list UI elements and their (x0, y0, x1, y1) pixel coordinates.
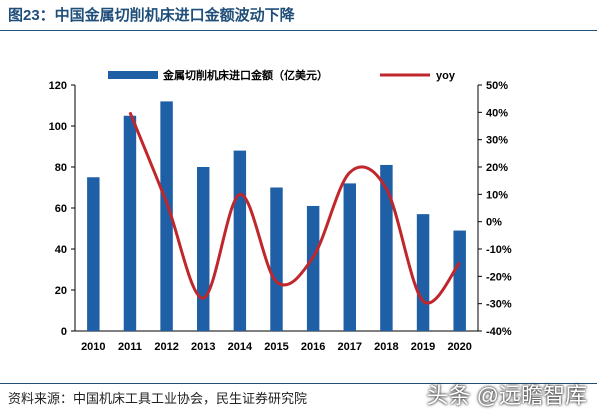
bar (160, 101, 173, 332)
x-tick-label: 2010 (81, 341, 105, 353)
left-tick-label: 80 (55, 162, 67, 174)
bar (233, 150, 247, 331)
x-tick-label: 2017 (338, 341, 362, 353)
bar (87, 177, 100, 331)
x-tick-label: 2014 (228, 341, 253, 353)
bar (453, 230, 466, 331)
right-tick-label: 0% (486, 217, 502, 229)
x-tick-label: 2019 (411, 341, 435, 353)
left-tick-label: 60 (55, 203, 67, 215)
right-tick-label: 40% (486, 107, 508, 119)
source-note: 资料来源：中国机床工具工业协会，民生证券研究院 (8, 391, 308, 406)
figure-title: 图23：中国金属切削机床进口金额波动下降 (8, 7, 295, 24)
right-tick-label: -20% (486, 271, 512, 283)
right-tick-label: -30% (486, 299, 512, 311)
x-tick-label: 2016 (301, 341, 325, 353)
watermark: 头条 @远瞻智库 (426, 383, 587, 408)
x-tick-label: 2013 (191, 341, 215, 353)
legend-bar-swatch (108, 71, 158, 79)
legend-bar-label: 金属切削机床进口金额（亿美元） (162, 68, 328, 82)
left-tick-label: 0 (61, 326, 67, 338)
x-tick-label: 2015 (264, 341, 288, 353)
x-tick-label: 2012 (154, 341, 178, 353)
bar (343, 183, 357, 331)
legend-line-label: yoy (436, 70, 456, 82)
chart: 0 20 40 60 80 100 120 -40% -30% -20% -10% 0% 10% 20% 3… (49, 68, 512, 353)
right-tick-label: 30% (486, 135, 508, 147)
x-tick-label: 2018 (374, 341, 398, 353)
bar (306, 205, 320, 331)
right-tick-label: 10% (486, 189, 508, 201)
yoy-line (128, 111, 461, 305)
left-tick-label: 120 (49, 80, 67, 92)
right-tick-label: 50% (486, 80, 508, 92)
bar (270, 187, 283, 331)
right-tick-label: 20% (486, 162, 508, 174)
bar (380, 164, 393, 331)
bar (196, 167, 210, 331)
x-tick-label: 2020 (447, 341, 471, 353)
title-divider (0, 30, 597, 31)
footer-divider (0, 383, 597, 384)
left-tick-label: 40 (55, 244, 67, 256)
left-tick-label: 20 (55, 285, 67, 297)
bar (416, 214, 430, 331)
bar (123, 115, 137, 331)
right-tick-label: -40% (486, 326, 512, 338)
right-tick-label: -10% (486, 244, 512, 256)
x-tick-label: 2011 (118, 341, 142, 353)
left-tick-label: 100 (49, 121, 67, 133)
